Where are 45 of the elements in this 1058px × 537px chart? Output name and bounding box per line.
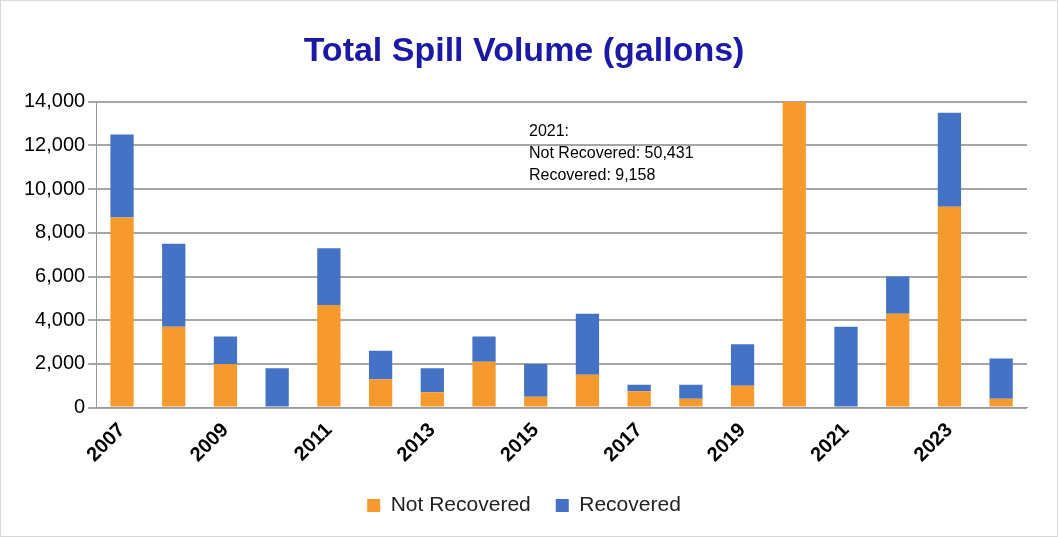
bar xyxy=(937,112,962,207)
annotation: 2021: Not Recovered: 50,431 Recovered: 9,158 xyxy=(529,122,694,184)
bar xyxy=(730,385,755,407)
bar xyxy=(679,398,703,407)
y-tick-label: 10,000 xyxy=(24,176,86,199)
bar xyxy=(368,379,393,407)
legend-label: Not Recovered xyxy=(390,492,531,516)
bar xyxy=(368,350,393,380)
bar xyxy=(472,336,496,362)
bar xyxy=(162,243,186,327)
bar xyxy=(213,336,238,364)
bar xyxy=(627,384,651,392)
legend-label: Recovered xyxy=(579,492,681,516)
bar xyxy=(265,368,289,407)
y-tick-label: 12,000 xyxy=(24,133,86,155)
bar xyxy=(420,392,444,407)
bar xyxy=(420,368,444,393)
y-tick-label: 0 xyxy=(74,395,86,418)
y-tick-label: 4,000 xyxy=(35,307,86,330)
bar xyxy=(524,363,548,397)
y-tick-label: 8,000 xyxy=(35,220,86,243)
bar xyxy=(679,384,703,399)
bar xyxy=(162,326,186,407)
bar xyxy=(989,398,1013,407)
bar xyxy=(110,134,134,218)
bar xyxy=(524,396,548,407)
bar xyxy=(937,206,962,407)
bar xyxy=(989,358,1013,399)
bar xyxy=(317,304,341,407)
bar xyxy=(782,101,806,407)
bar xyxy=(886,276,910,314)
bar xyxy=(575,313,600,375)
bar xyxy=(834,326,858,407)
bar xyxy=(213,363,238,407)
y-tick-label: 14,000 xyxy=(24,89,86,112)
y-tick-label: 2,000 xyxy=(35,351,86,374)
bar xyxy=(110,217,134,407)
bar xyxy=(317,248,341,305)
bar xyxy=(730,344,755,386)
chart-title: Total Spill Volume (gallons) xyxy=(303,29,745,68)
bar xyxy=(575,374,600,407)
bar xyxy=(886,313,910,407)
bar xyxy=(472,361,496,407)
y-tick-label: 6,000 xyxy=(35,264,86,287)
bar xyxy=(627,391,651,407)
